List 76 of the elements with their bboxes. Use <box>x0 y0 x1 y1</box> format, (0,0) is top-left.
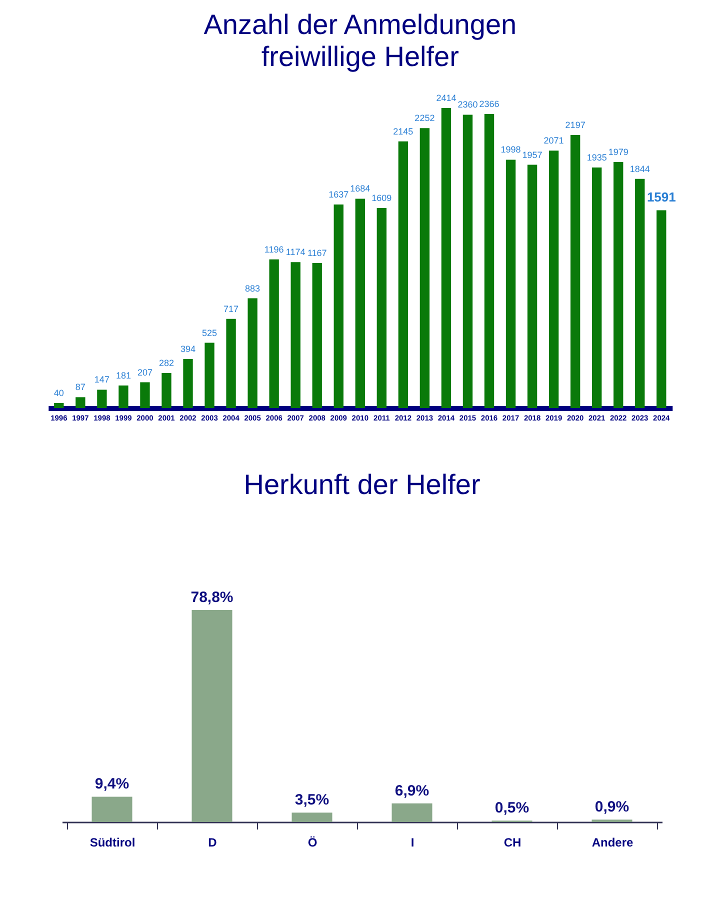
data-label: 2252 <box>414 113 435 124</box>
bar <box>527 164 538 408</box>
data-label: 2071 <box>544 136 564 146</box>
chart-title: Herkunft der Helfer <box>244 469 480 500</box>
bar <box>192 610 232 822</box>
bar <box>204 342 214 408</box>
data-label: 717 <box>224 304 239 314</box>
bar <box>462 114 473 408</box>
bar <box>420 128 430 408</box>
data-label: 1591 <box>646 189 676 204</box>
data-label: 883 <box>245 283 260 294</box>
bar <box>398 141 408 408</box>
data-label: 1935 <box>586 152 607 163</box>
bar <box>226 318 236 408</box>
bar <box>614 162 624 408</box>
bar <box>248 298 258 408</box>
data-label: 2414 <box>436 93 456 103</box>
bar <box>334 204 344 408</box>
bar <box>290 262 300 408</box>
data-label: 0,9% <box>594 798 630 816</box>
data-label: 207 <box>137 367 152 378</box>
bar <box>570 134 580 408</box>
data-label: 394 <box>180 344 196 354</box>
bar <box>118 386 128 408</box>
bar <box>506 160 516 408</box>
bar <box>54 403 64 408</box>
data-label: 78,8% <box>190 589 234 606</box>
bar <box>548 150 559 408</box>
bar <box>441 108 452 408</box>
data-label: 40 <box>54 388 64 398</box>
bar <box>269 259 279 408</box>
x-tick-label: I <box>410 836 414 850</box>
data-label: 1957 <box>522 150 542 160</box>
bar <box>312 262 322 408</box>
bar <box>162 372 172 408</box>
data-label: 87 <box>75 382 86 392</box>
chart-title: Anzahl der Anmeldungen freiwillige Helfer <box>204 9 517 72</box>
bar <box>92 796 132 822</box>
data-label: 3,5% <box>294 792 330 809</box>
data-label: 1196 <box>264 244 284 254</box>
data-label: 1684 <box>350 184 370 194</box>
data-label: 282 <box>158 358 174 368</box>
bar <box>484 114 494 408</box>
data-label: 1174 <box>286 247 306 258</box>
x-tick-label: CH <box>504 836 522 850</box>
data-label: 147 <box>94 374 110 385</box>
bar <box>392 803 432 822</box>
bar <box>292 812 332 822</box>
data-label: 1609 <box>372 193 392 204</box>
data-label: 2197 <box>565 120 586 130</box>
data-label: 1167 <box>307 248 327 258</box>
data-label: 1979 <box>608 147 628 158</box>
bar <box>76 397 86 408</box>
bar <box>592 168 602 408</box>
bar <box>635 178 645 408</box>
bar <box>376 208 387 408</box>
bar <box>140 382 150 408</box>
data-label: 9,4% <box>94 776 130 793</box>
bar <box>656 210 666 408</box>
bar <box>355 198 365 408</box>
bar <box>97 390 107 408</box>
data-label: 1998 <box>500 144 521 155</box>
x-tick-label: Südtirol <box>90 836 136 850</box>
data-label: 2360 <box>458 100 478 110</box>
data-label: 2145 <box>393 126 414 136</box>
x-tick-label: Ö <box>308 836 318 850</box>
data-label: 6,9% <box>394 782 430 800</box>
bar <box>183 359 193 408</box>
data-label: 0,5% <box>494 800 530 817</box>
data-label: 181 <box>116 370 131 381</box>
x-tick-label: Andere <box>592 836 634 850</box>
data-label: 1844 <box>630 164 650 174</box>
data-label: 2366 <box>479 98 500 109</box>
data-label: 1637 <box>328 190 349 200</box>
data-label: 525 <box>202 328 218 338</box>
x-tick-label: D <box>208 836 218 850</box>
